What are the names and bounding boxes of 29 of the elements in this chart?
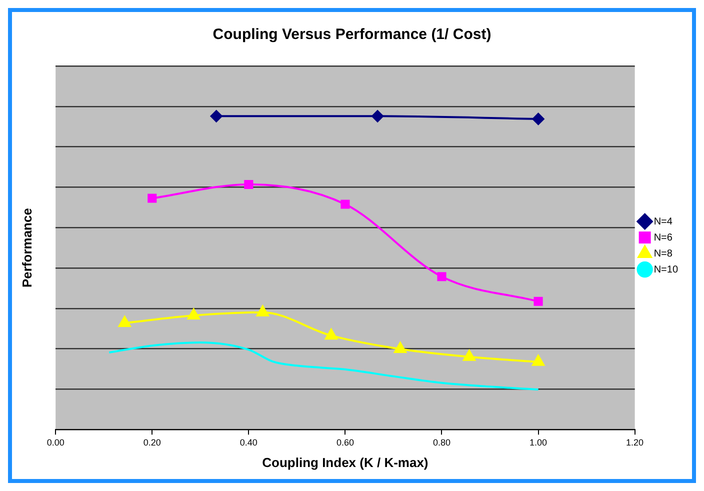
- legend-label: N=4: [654, 216, 673, 228]
- point: [372, 110, 384, 122]
- point: [187, 308, 200, 320]
- legend-label: N=10: [654, 264, 678, 276]
- point: [340, 200, 350, 209]
- point: [118, 316, 131, 328]
- x-tick-label: 1.00: [530, 437, 548, 448]
- point: [256, 305, 269, 316]
- x-tick-label: 0.60: [336, 437, 354, 448]
- x-tick-label: 0.40: [240, 437, 258, 448]
- legend-label: N=8: [654, 248, 673, 260]
- legend-label: N=6: [654, 232, 673, 244]
- x-axis-title: Coupling Index (K / K-max): [262, 454, 428, 470]
- point: [325, 328, 338, 340]
- point: [534, 296, 543, 306]
- point: [532, 354, 544, 366]
- point: [437, 272, 446, 282]
- point: [148, 194, 157, 203]
- x-tick-label: 1.20: [626, 437, 644, 448]
- x-tick-label: 0.80: [432, 437, 451, 448]
- point: [463, 350, 476, 361]
- point: [394, 342, 406, 354]
- x-tick-label: 0.00: [46, 437, 64, 448]
- y-axis-title: Performance: [19, 208, 34, 288]
- point: [210, 110, 222, 122]
- x-tick-label: 0.20: [143, 437, 161, 448]
- point: [532, 112, 544, 125]
- point: [244, 180, 254, 190]
- chart-title: Coupling Versus Performance (1/ Cost): [212, 26, 492, 44]
